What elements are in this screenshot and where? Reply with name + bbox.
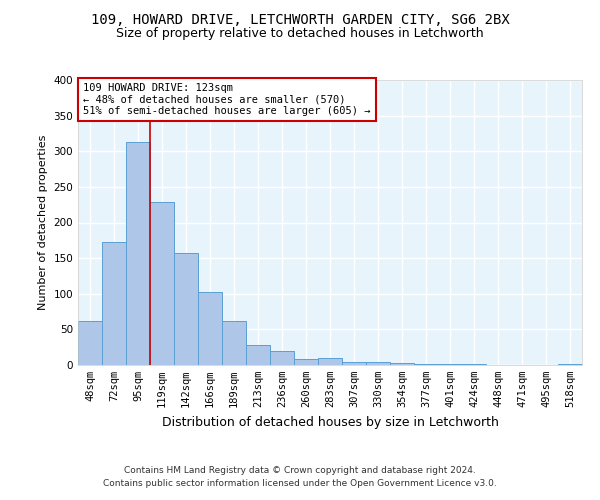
Bar: [78, 321, 102, 365]
Bar: [318, 358, 342, 365]
Bar: [462, 364, 486, 365]
Bar: [342, 362, 366, 365]
Bar: [390, 363, 414, 365]
Bar: [198, 292, 222, 365]
Text: Size of property relative to detached houses in Letchworth: Size of property relative to detached ho…: [116, 28, 484, 40]
Bar: [150, 202, 174, 365]
Bar: [414, 364, 438, 365]
Bar: [438, 364, 462, 365]
Bar: [558, 364, 582, 365]
Bar: [270, 351, 294, 365]
Bar: [222, 321, 246, 365]
Bar: [126, 142, 150, 365]
Text: 109 HOWARD DRIVE: 123sqm
← 48% of detached houses are smaller (570)
51% of semi-: 109 HOWARD DRIVE: 123sqm ← 48% of detach…: [83, 83, 371, 116]
X-axis label: Distribution of detached houses by size in Letchworth: Distribution of detached houses by size …: [161, 416, 499, 428]
Bar: [174, 253, 198, 365]
Y-axis label: Number of detached properties: Number of detached properties: [38, 135, 48, 310]
Text: 109, HOWARD DRIVE, LETCHWORTH GARDEN CITY, SG6 2BX: 109, HOWARD DRIVE, LETCHWORTH GARDEN CIT…: [91, 12, 509, 26]
Bar: [246, 345, 270, 365]
Bar: [294, 360, 318, 365]
Bar: [366, 362, 390, 365]
Bar: [102, 242, 126, 365]
Text: Contains HM Land Registry data © Crown copyright and database right 2024.
Contai: Contains HM Land Registry data © Crown c…: [103, 466, 497, 487]
